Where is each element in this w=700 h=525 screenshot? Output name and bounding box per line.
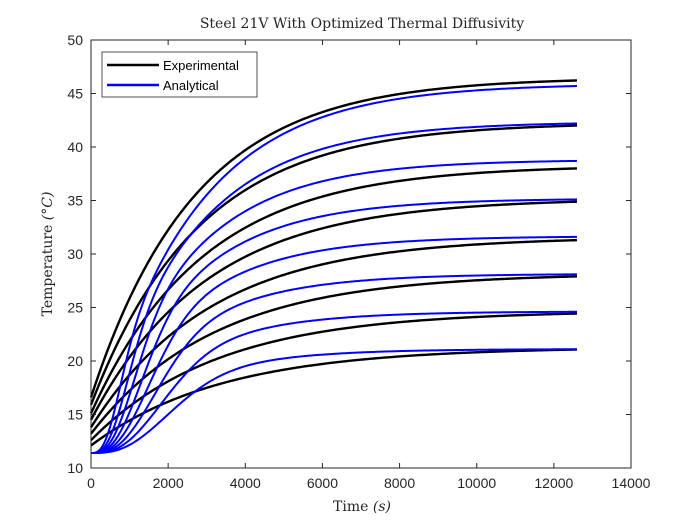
y-tick-label: 35 [67,193,83,209]
series-experimental-curve [89,79,578,398]
y-tick-label: 15 [67,407,83,423]
legend-box [101,51,258,98]
y-tick-label: 40 [67,139,83,155]
x-tick-label: 0 [87,475,95,491]
series-analytical-curve [91,310,578,455]
series-analytical-curve [90,198,578,455]
series-experimental-curve [90,348,578,447]
x-axis: 0 2000 4000 6000 8000 10000 12000 14000 [87,40,651,491]
y-tick-label: 30 [67,246,83,262]
x-axis-label-text: Time [333,499,368,515]
y-tick-label: 50 [67,32,83,48]
x-tick-label: 12000 [534,475,573,491]
y-axis-label-unit: (°C) [40,192,56,221]
y-tick-label: 10 [67,460,83,476]
legend: Experimental Analytical [101,51,258,98]
series-experimental-curve [90,275,578,435]
x-tick-label: 4000 [230,475,261,491]
y-axis-label-text: Temperature [40,225,56,317]
series-analytical-curve [91,235,578,455]
series-experimental-curve [89,238,578,428]
series-experimental-curve [89,124,578,406]
series-analytical-curve [91,348,578,455]
y-tick-label: 45 [67,86,83,102]
chart-title: Steel 21V With Optimized Thermal Diffusi… [200,16,524,32]
series-experimental-curve [90,312,578,442]
series-analytical-curve [91,273,578,455]
x-tick-label: 8000 [384,475,415,491]
series-analytical-curve [90,159,578,455]
x-axis-label: Time (s) [333,499,391,515]
y-axis-label: Temperature (°C) [40,192,56,317]
series-analytical-curve [90,122,578,455]
x-axis-label-unit: (s) [373,499,391,515]
legend-label-experimental: Experimental [163,58,239,73]
x-tick-label: 14000 [612,475,651,491]
y-tick-label: 25 [67,300,83,316]
legend-label-analytical: Analytical [163,78,219,93]
x-tick-label: 6000 [307,475,338,491]
y-tick-label: 20 [67,353,83,369]
series-analytical-curve [90,85,578,455]
series-analytical [90,85,578,455]
y-axis: 10 15 20 25 30 35 40 45 50 [67,32,631,476]
x-tick-label: 10000 [457,475,496,491]
x-tick-label: 2000 [153,475,184,491]
series-layer [89,79,578,455]
series-experimental-curve [89,167,578,414]
